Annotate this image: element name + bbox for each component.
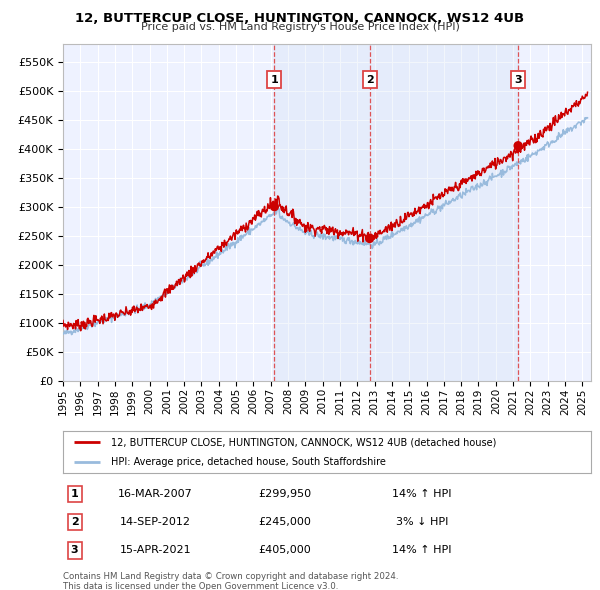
Text: 14% ↑ HPI: 14% ↑ HPI <box>392 546 452 555</box>
Text: 14% ↑ HPI: 14% ↑ HPI <box>392 489 452 499</box>
Point <box>365 234 374 243</box>
Text: 1: 1 <box>71 489 79 499</box>
Text: 15-APR-2021: 15-APR-2021 <box>119 546 191 555</box>
Text: 12, BUTTERCUP CLOSE, HUNTINGTON, CANNOCK, WS12 4UB: 12, BUTTERCUP CLOSE, HUNTINGTON, CANNOCK… <box>76 12 524 25</box>
Text: £245,000: £245,000 <box>259 517 311 527</box>
Text: £405,000: £405,000 <box>259 546 311 555</box>
Point <box>269 202 279 211</box>
Text: 2: 2 <box>71 517 79 527</box>
Text: This data is licensed under the Open Government Licence v3.0.: This data is licensed under the Open Gov… <box>63 582 338 590</box>
Text: 3% ↓ HPI: 3% ↓ HPI <box>396 517 448 527</box>
Bar <box>274 44 518 381</box>
Text: 2: 2 <box>366 74 373 84</box>
Text: 1: 1 <box>271 74 278 84</box>
Text: 14-SEP-2012: 14-SEP-2012 <box>120 517 191 527</box>
Text: 12, BUTTERCUP CLOSE, HUNTINGTON, CANNOCK, WS12 4UB (detached house): 12, BUTTERCUP CLOSE, HUNTINGTON, CANNOCK… <box>110 437 496 447</box>
Point <box>514 141 523 150</box>
Text: 3: 3 <box>71 546 79 555</box>
Text: HPI: Average price, detached house, South Staffordshire: HPI: Average price, detached house, Sout… <box>110 457 385 467</box>
Text: Price paid vs. HM Land Registry's House Price Index (HPI): Price paid vs. HM Land Registry's House … <box>140 22 460 32</box>
Text: £299,950: £299,950 <box>258 489 311 499</box>
Text: Contains HM Land Registry data © Crown copyright and database right 2024.: Contains HM Land Registry data © Crown c… <box>63 572 398 581</box>
Text: 16-MAR-2007: 16-MAR-2007 <box>118 489 193 499</box>
Text: 3: 3 <box>514 74 522 84</box>
